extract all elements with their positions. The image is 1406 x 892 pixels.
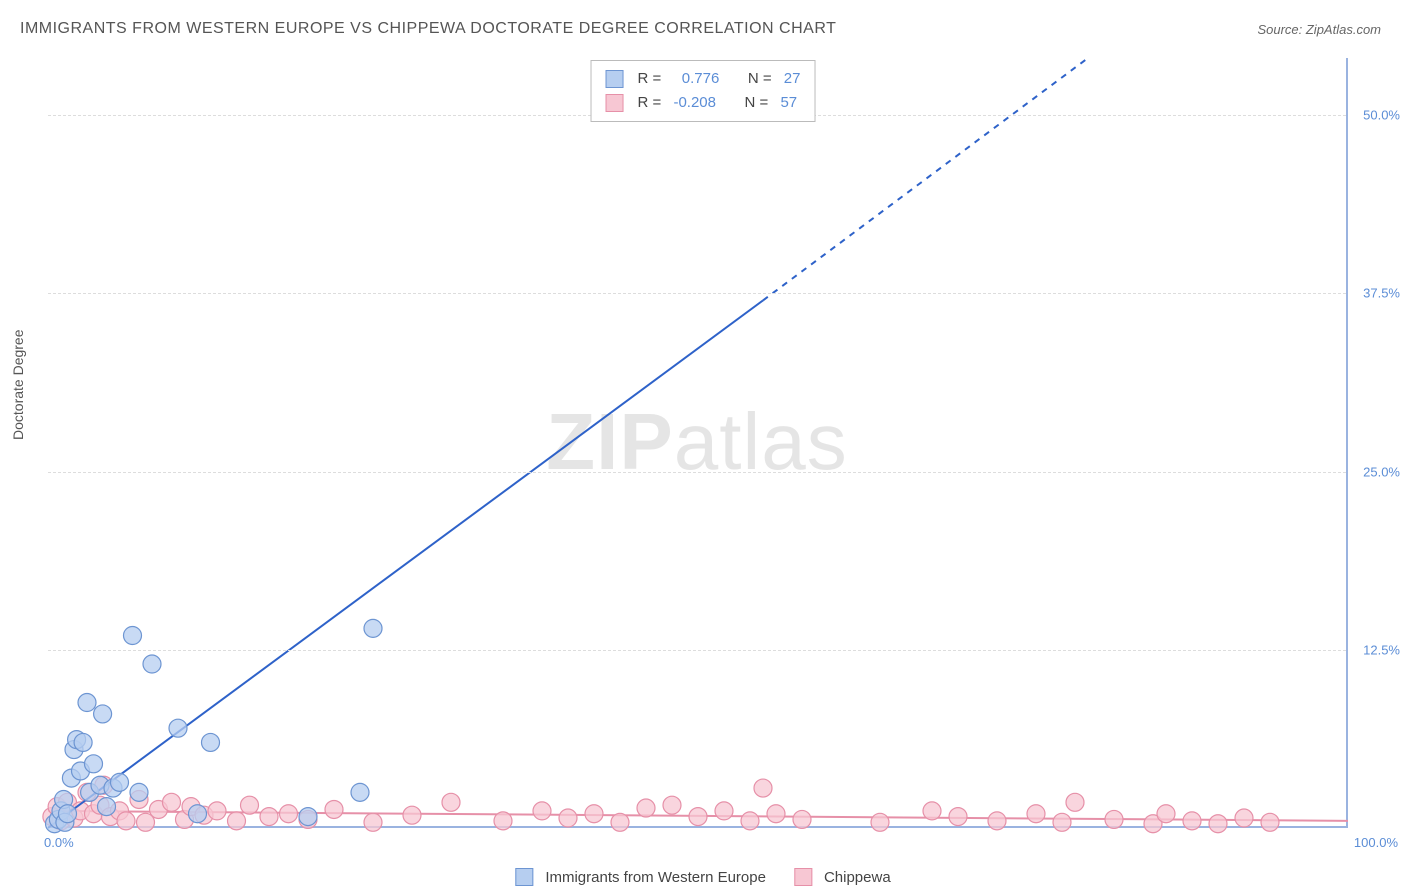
scatter-point bbox=[1157, 805, 1175, 823]
scatter-point bbox=[202, 733, 220, 751]
scatter-point bbox=[325, 800, 343, 818]
scatter-point bbox=[364, 619, 382, 637]
scatter-point bbox=[559, 809, 577, 827]
scatter-point bbox=[793, 810, 811, 828]
source-label: Source: ZipAtlas.com bbox=[1257, 22, 1381, 37]
scatter-point bbox=[754, 779, 772, 797]
y-tick-label: 37.5% bbox=[1352, 286, 1400, 301]
scatter-point bbox=[78, 694, 96, 712]
stat-n-value: 27 bbox=[784, 67, 801, 91]
scatter-point bbox=[351, 783, 369, 801]
scatter-point bbox=[74, 733, 92, 751]
stats-row: R = -0.208 N = 57 bbox=[606, 91, 801, 115]
scatter-point bbox=[189, 805, 207, 823]
scatter-point bbox=[611, 813, 629, 831]
chart-title: IMMIGRANTS FROM WESTERN EUROPE VS CHIPPE… bbox=[20, 20, 836, 38]
stat-n-value: 57 bbox=[780, 91, 797, 115]
legend-swatch bbox=[515, 868, 533, 886]
x-tick-label: 100.0% bbox=[1354, 835, 1398, 850]
scatter-point bbox=[988, 812, 1006, 830]
grid-line bbox=[48, 650, 1346, 651]
scatter-point bbox=[260, 808, 278, 826]
scatter-point bbox=[1066, 793, 1084, 811]
scatter-point bbox=[1053, 813, 1071, 831]
stat-n-label: N = bbox=[748, 67, 776, 91]
scatter-point bbox=[85, 755, 103, 773]
scatter-point bbox=[59, 805, 77, 823]
scatter-point bbox=[1235, 809, 1253, 827]
stat-r-value: 0.776 bbox=[673, 67, 719, 91]
plot-area: ZIPatlas 12.5%25.0%37.5%50.0%0.0%100.0% bbox=[48, 58, 1348, 828]
stat-n-label: N = bbox=[745, 91, 773, 115]
x-tick-label: 0.0% bbox=[44, 835, 74, 850]
scatter-point bbox=[1209, 815, 1227, 833]
scatter-point bbox=[637, 799, 655, 817]
scatter-point bbox=[124, 627, 142, 645]
stats-row: R = 0.776 N = 27 bbox=[606, 67, 801, 91]
grid-line bbox=[48, 293, 1346, 294]
scatter-point bbox=[169, 719, 187, 737]
stat-r-value: -0.208 bbox=[673, 91, 716, 115]
scatter-point bbox=[1183, 812, 1201, 830]
y-axis-title: Doctorate Degree bbox=[10, 329, 26, 440]
bottom-legend: Immigrants from Western Europe Chippewa bbox=[515, 868, 890, 886]
scatter-point bbox=[715, 802, 733, 820]
scatter-point bbox=[949, 808, 967, 826]
legend-item: Immigrants from Western Europe bbox=[515, 868, 766, 886]
stats-legend-box: R = 0.776 N = 27R = -0.208 N = 57 bbox=[591, 60, 816, 122]
legend-item: Chippewa bbox=[794, 868, 891, 886]
scatter-point bbox=[111, 773, 129, 791]
scatter-point bbox=[143, 655, 161, 673]
scatter-point bbox=[494, 812, 512, 830]
scatter-point bbox=[741, 812, 759, 830]
legend-label: Chippewa bbox=[824, 869, 891, 886]
legend-swatch bbox=[606, 70, 624, 88]
scatter-point bbox=[241, 796, 259, 814]
scatter-point bbox=[117, 812, 135, 830]
scatter-point bbox=[1105, 810, 1123, 828]
scatter-point bbox=[663, 796, 681, 814]
y-tick-label: 50.0% bbox=[1352, 108, 1400, 123]
scatter-point bbox=[299, 808, 317, 826]
trend-line-solid bbox=[48, 300, 763, 828]
scatter-point bbox=[689, 808, 707, 826]
y-tick-label: 25.0% bbox=[1352, 464, 1400, 479]
scatter-point bbox=[130, 783, 148, 801]
scatter-point bbox=[585, 805, 603, 823]
scatter-point bbox=[871, 813, 889, 831]
y-tick-label: 12.5% bbox=[1352, 642, 1400, 657]
scatter-point bbox=[208, 802, 226, 820]
chart-svg bbox=[48, 58, 1346, 826]
scatter-point bbox=[280, 805, 298, 823]
stat-r-label: R = bbox=[638, 91, 666, 115]
scatter-point bbox=[767, 805, 785, 823]
scatter-point bbox=[442, 793, 460, 811]
stat-r-label: R = bbox=[638, 67, 666, 91]
scatter-point bbox=[98, 798, 116, 816]
grid-line bbox=[48, 472, 1346, 473]
scatter-point bbox=[533, 802, 551, 820]
scatter-point bbox=[228, 812, 246, 830]
scatter-point bbox=[364, 813, 382, 831]
scatter-point bbox=[403, 806, 421, 824]
legend-swatch bbox=[794, 868, 812, 886]
scatter-point bbox=[1027, 805, 1045, 823]
scatter-point bbox=[163, 793, 181, 811]
scatter-point bbox=[1261, 813, 1279, 831]
legend-label: Immigrants from Western Europe bbox=[545, 869, 766, 886]
legend-swatch bbox=[606, 94, 624, 112]
scatter-point bbox=[94, 705, 112, 723]
scatter-point bbox=[923, 802, 941, 820]
